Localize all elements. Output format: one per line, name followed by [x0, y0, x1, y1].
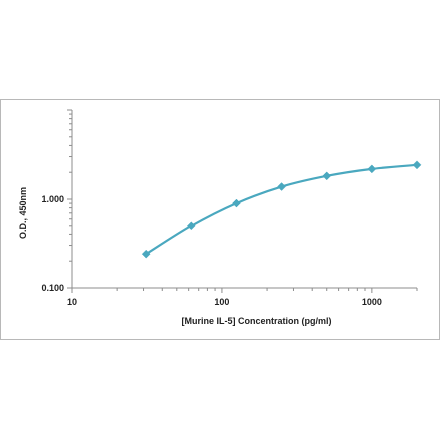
x-axis-title: [Murine IL-5] Concentration (pg/ml) [182, 316, 332, 326]
y-axis-title: O.D., 450nm [18, 187, 28, 239]
tick-labels: 0.100 1.000 10 100 1000 [41, 194, 381, 307]
data-point [367, 164, 377, 174]
y-tick-label: 0.100 [41, 283, 64, 293]
x-tick-label: 10 [67, 297, 77, 307]
data-point [277, 182, 286, 191]
data-point [412, 160, 422, 170]
x-tick-label: 1000 [362, 297, 382, 307]
series-layer [141, 160, 422, 259]
data-point [141, 249, 151, 259]
x-tick-label: 100 [214, 297, 229, 307]
data-point [322, 171, 332, 181]
data-point [186, 221, 196, 231]
y-tick-label: 1.000 [41, 194, 64, 204]
chart-border [0, 99, 440, 340]
axes [67, 109, 418, 293]
data-point [232, 198, 241, 208]
